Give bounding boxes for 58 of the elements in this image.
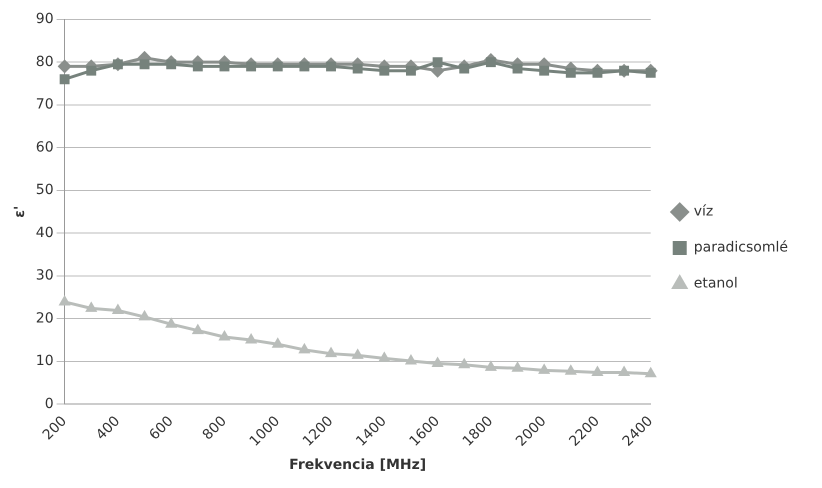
y-tick-label: 80	[36, 54, 54, 70]
point	[432, 356, 444, 368]
point	[459, 64, 470, 74]
point	[458, 358, 470, 368]
point	[192, 324, 204, 334]
point	[112, 304, 124, 314]
legend-label: víz	[694, 204, 714, 220]
y-tick-label: 40	[36, 224, 54, 241]
point	[511, 361, 524, 372]
point	[566, 68, 576, 78]
point	[138, 310, 151, 320]
point	[591, 365, 604, 376]
y-tick-label: 90	[36, 11, 54, 28]
point	[220, 61, 230, 72]
point	[486, 57, 496, 68]
y-tick-label: 10	[36, 353, 54, 370]
y-tick-label: 20	[36, 310, 54, 326]
point	[272, 337, 284, 348]
y-tick-label: 30	[36, 268, 54, 284]
point	[538, 363, 550, 374]
legend-label: etanol	[694, 276, 738, 292]
point	[298, 342, 310, 354]
point	[404, 354, 418, 364]
x-tick-label: 200	[40, 413, 70, 444]
y-tick-label: 50	[36, 182, 54, 198]
point	[644, 366, 657, 378]
point	[352, 64, 363, 74]
point	[192, 61, 203, 72]
point	[352, 348, 364, 359]
point	[564, 364, 577, 375]
point	[324, 346, 338, 358]
point	[140, 59, 150, 70]
y-tick-label: 0	[44, 396, 54, 412]
point	[539, 66, 550, 76]
x-tick-label: 400	[93, 413, 124, 444]
point	[166, 59, 176, 70]
point	[618, 365, 630, 376]
point	[326, 61, 336, 72]
y-axis-title: ε'	[12, 206, 28, 218]
point	[58, 294, 71, 306]
y-tick-label: 60	[36, 139, 54, 156]
x-tick-label: 800	[200, 413, 230, 444]
point	[432, 57, 443, 68]
point	[165, 317, 178, 328]
legend-label: paradicsomlé	[694, 240, 788, 256]
point	[85, 301, 98, 312]
point	[60, 74, 70, 84]
x-axis-title: Frekvencia [MHz]	[289, 457, 426, 474]
y-tick-label: 70	[36, 96, 54, 113]
point	[512, 64, 522, 74]
point	[218, 330, 231, 341]
point	[86, 66, 96, 76]
point	[484, 360, 497, 371]
point	[378, 351, 390, 362]
point	[245, 333, 258, 344]
point	[406, 66, 416, 76]
x-tick-label: 600	[146, 413, 177, 444]
point	[379, 66, 390, 76]
